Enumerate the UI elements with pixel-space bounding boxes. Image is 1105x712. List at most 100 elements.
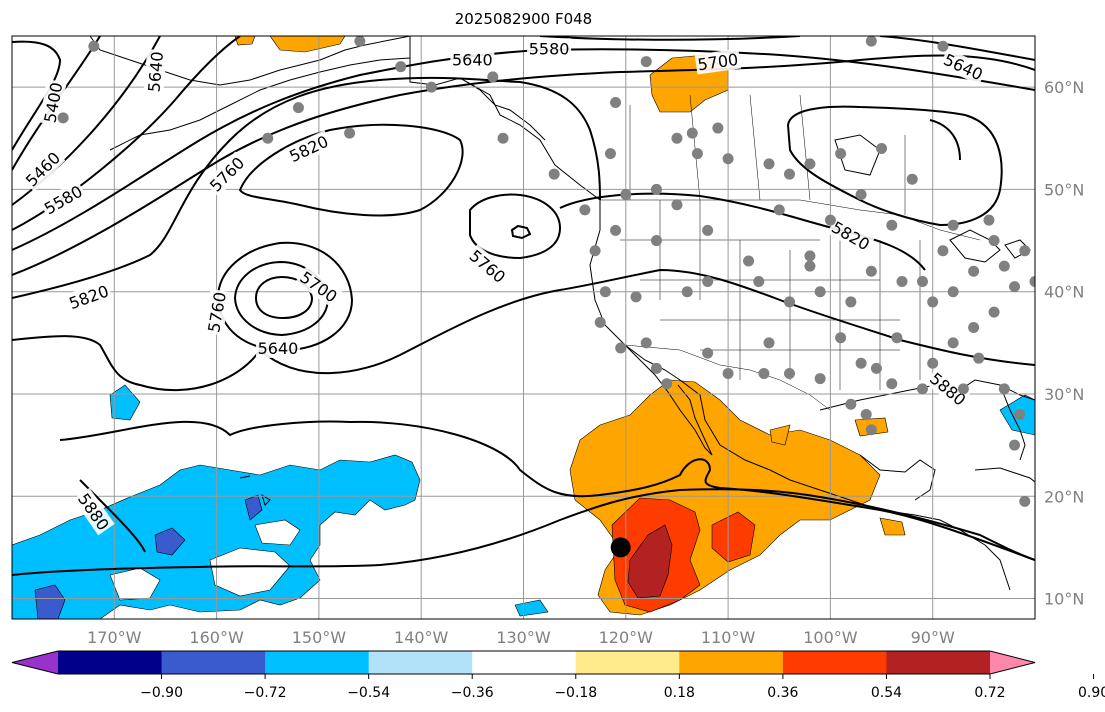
colorbar-extend-high [990,651,1035,674]
contour-label: 5640 [255,337,300,358]
station-point [865,265,877,277]
anomaly-positive-region [769,424,791,446]
station-point [615,342,627,354]
latitude-label: 60°N [1044,78,1084,97]
longitude-label-group: 170°W 160°W 150°W 140°W 130°W 120°W 110°W 100°W… [87,628,955,647]
station-point [640,56,652,68]
contour-label-text: 5640 [258,339,299,358]
station-point [916,383,928,395]
height-contour [879,36,1035,61]
station-point [344,127,356,139]
height-contour [510,224,532,240]
station-point [691,148,703,160]
contour-label: 5640 [450,49,495,70]
contour-label: 5640 [143,49,168,95]
station-point [620,189,632,201]
station-point [998,383,1010,395]
station-point [640,337,652,349]
station-point [957,383,969,395]
storm-center-marker [610,537,631,558]
hudson-bay-outline [834,134,881,176]
contour-label-background [924,367,972,411]
longitude-label: 160°W [189,628,244,647]
height-contour [539,36,801,41]
station-point [783,168,795,180]
height-contour [12,488,1035,576]
anomaly-positive-region [269,36,346,53]
station-point [947,286,959,298]
station-point [845,398,857,410]
us-mexico-border [624,344,831,411]
anomaly-negative-strong-region [154,527,186,556]
station-point [988,235,1000,247]
colorbar-tick-labels: −0.90 −0.72 −0.54 −0.36 −0.18 0.18 0.36 0.54 0.7… [140,674,1105,701]
contour-label-background [464,244,511,288]
station-point [758,368,770,380]
station-point [604,148,616,160]
station-point-layer [57,36,1035,507]
station-point [835,148,847,160]
station-point [973,352,985,364]
station-point [702,347,714,359]
colorbar-tick-label: 0.18 [664,685,695,701]
station-point [763,337,775,349]
height-contour-layer [12,36,1035,576]
station-point [947,219,959,231]
station-point [824,214,836,226]
contour-label-background [939,48,988,86]
colorbar-tick-label: −0.54 [347,685,390,701]
station-point [1014,408,1026,420]
longitude-label: 150°W [292,628,347,647]
station-point [262,132,274,144]
station-point [487,71,499,83]
colorbar-segment [575,651,680,674]
longitude-label: 110°W [701,628,756,647]
station-point [753,275,765,287]
station-point [814,286,826,298]
contour-label-background [202,288,231,336]
anomaly-negative-strong-region [34,584,66,619]
station-point [589,245,601,257]
station-point [1019,495,1031,507]
station-point [896,275,908,287]
colorbar-segment [679,651,784,674]
station-point [783,296,795,308]
station-point [906,173,918,185]
station-point [497,132,509,144]
contour-label-background [255,337,300,358]
alaska-panhandle-coastline [459,77,546,141]
aleutian-islands-coastline [109,57,411,151]
station-point [610,96,622,108]
station-point [395,61,407,73]
colorbar-outline [11,650,1036,675]
contour-label-text: 5580 [529,39,570,58]
anomaly-positive-strong-region [711,511,756,563]
cuba-coastline [974,467,1035,483]
contour-label-background [826,215,875,256]
anomaly-positive-region [879,517,906,536]
colorbar-segment [58,651,163,674]
contour-label-background [527,38,572,59]
height-contour [59,420,1035,561]
station-point [681,286,693,298]
map-title: 2025082900 F048 [454,10,593,28]
station-point [845,296,857,308]
station-point [983,214,995,226]
colorbar-tick-label: −0.90 [140,685,183,701]
height-contour [469,193,562,260]
station-point [804,250,816,262]
station-point [650,362,662,374]
station-point [548,168,560,180]
station-point [870,362,882,374]
contour-label-background [73,487,115,536]
height-contour [216,241,354,352]
latitude-label: 50°N [1044,180,1084,199]
station-point [650,235,662,247]
station-point [814,373,826,385]
station-point [599,286,611,298]
station-point [594,316,606,328]
yucatan-coastline [859,454,936,501]
longitude-label: 140°W [394,628,449,647]
station-point [865,36,877,47]
